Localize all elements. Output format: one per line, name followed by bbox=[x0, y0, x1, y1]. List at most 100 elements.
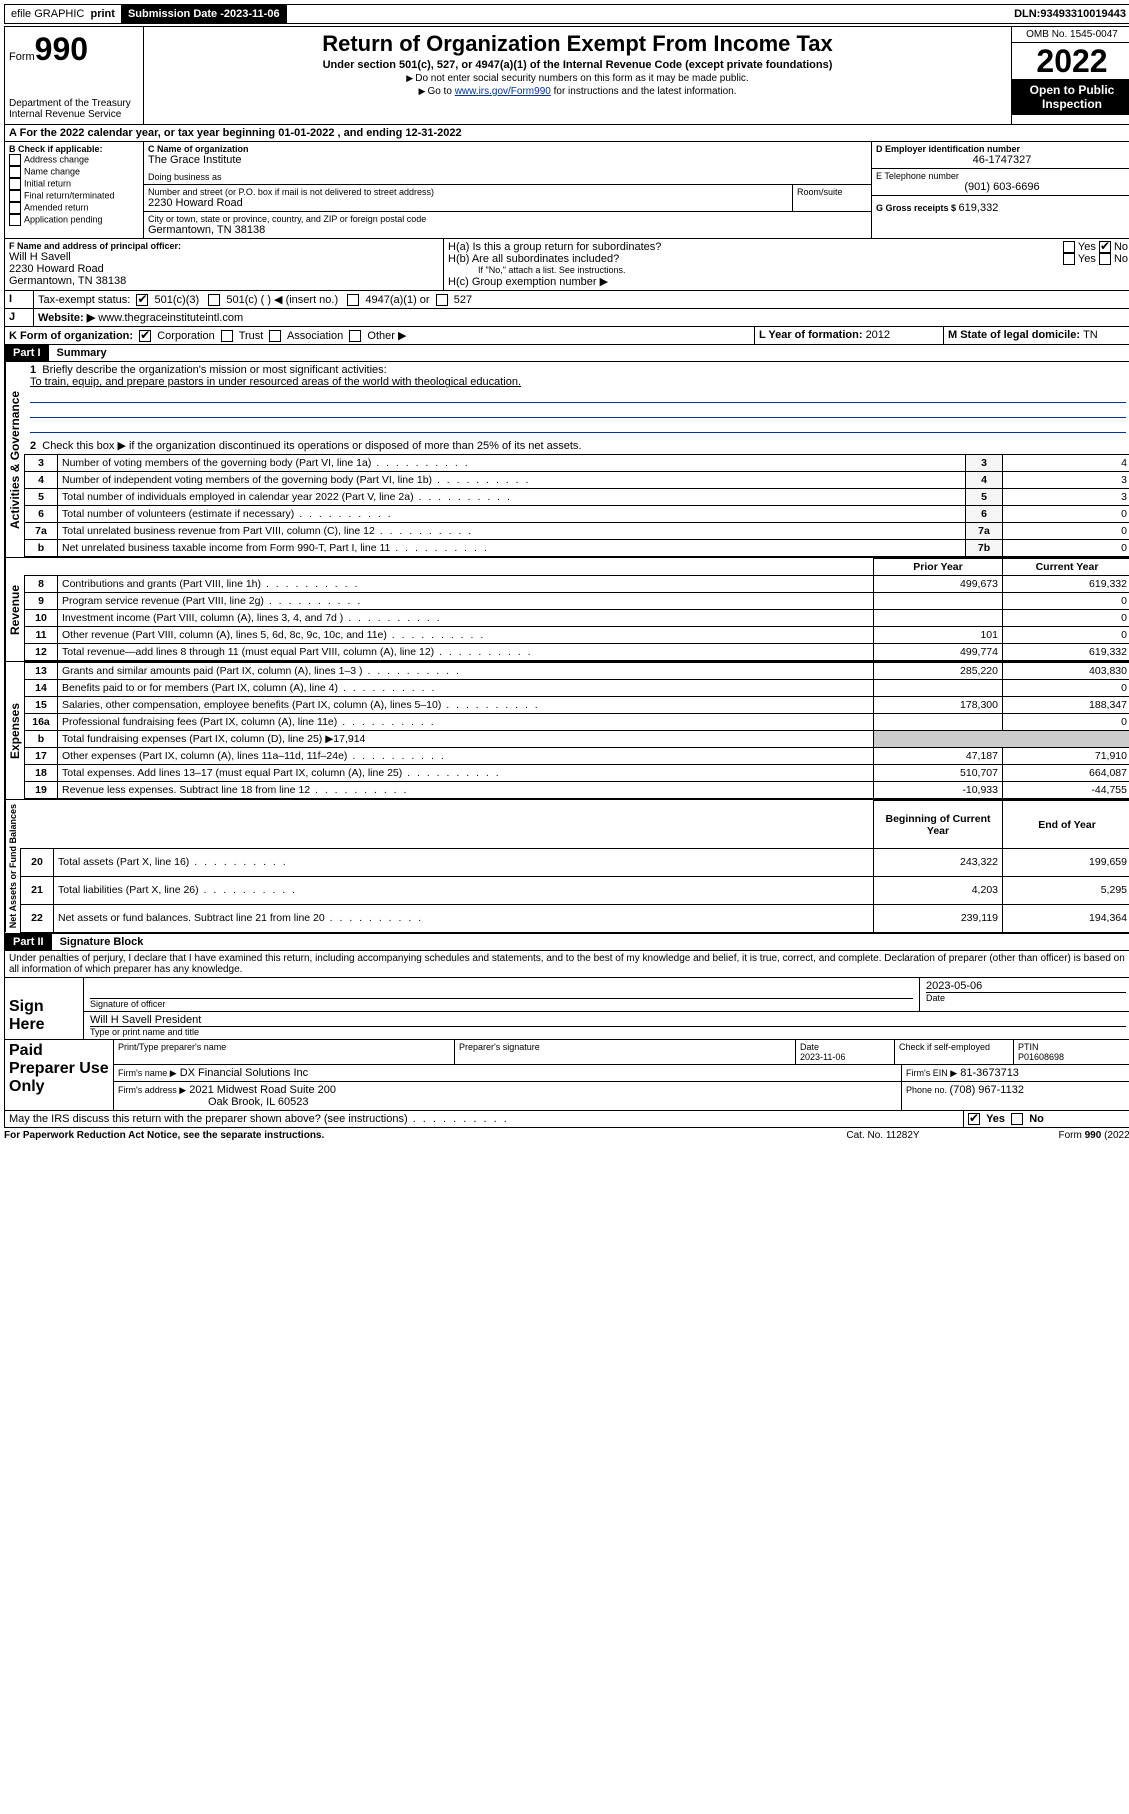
city-label: City or town, state or province, country… bbox=[148, 214, 867, 224]
ha-yes[interactable] bbox=[1063, 241, 1075, 253]
expenses-table: 13Grants and similar amounts paid (Part … bbox=[24, 662, 1129, 799]
box-b-check[interactable] bbox=[9, 166, 21, 178]
box-b-check[interactable] bbox=[9, 202, 21, 214]
website-row: J Website: ▶ www.thegraceinstituteintl.c… bbox=[4, 309, 1129, 327]
pra-notice: For Paperwork Reduction Act Notice, see … bbox=[4, 1130, 783, 1141]
i-4947[interactable] bbox=[347, 294, 359, 306]
i-527[interactable] bbox=[436, 294, 448, 306]
dba-label: Doing business as bbox=[148, 172, 867, 182]
omb-number: OMB No. 1545-0047 bbox=[1012, 27, 1129, 43]
officer-group-row: F Name and address of principal officer:… bbox=[4, 239, 1129, 291]
activities-governance: Activities & Governance 1 Briefly descri… bbox=[4, 362, 1129, 558]
paid-preparer-label: Paid Preparer Use Only bbox=[5, 1040, 114, 1110]
sign-here-block: Sign Here Signature of officer 2023-05-0… bbox=[4, 978, 1129, 1040]
net-assets-table: Beginning of Current YearEnd of Year20To… bbox=[20, 800, 1129, 932]
period-row: A For the 2022 calendar year, or tax yea… bbox=[4, 125, 1129, 142]
org-name: The Grace Institute bbox=[148, 154, 867, 166]
box-b-check[interactable] bbox=[9, 154, 21, 166]
goto-note: Go to www.irs.gov/Form990 for instructio… bbox=[148, 86, 1007, 97]
hb-note: If "No," attach a list. See instructions… bbox=[448, 265, 1128, 275]
hb-yes[interactable] bbox=[1063, 253, 1075, 265]
may-irs-row: May the IRS discuss this return with the… bbox=[4, 1111, 1129, 1128]
k-assoc[interactable] bbox=[269, 330, 281, 342]
q2-text: Check this box ▶ if the organization dis… bbox=[42, 440, 581, 452]
side-exp: Expenses bbox=[5, 662, 24, 799]
perjury-declaration: Under penalties of perjury, I declare th… bbox=[4, 951, 1129, 978]
phone: (901) 603-6696 bbox=[876, 181, 1128, 193]
efile-label: efile GRAPHIC print bbox=[5, 5, 122, 23]
prep-name-h: Print/Type preparer's name bbox=[114, 1040, 455, 1064]
revenue-table: Prior YearCurrent Year8Contributions and… bbox=[24, 558, 1129, 661]
k-corp[interactable] bbox=[139, 330, 151, 342]
box-b-check[interactable] bbox=[9, 190, 21, 202]
domicile: TN bbox=[1083, 329, 1098, 341]
form-header: Form990 Department of the Treasury Inter… bbox=[4, 26, 1129, 125]
irs-label: Internal Revenue Service bbox=[9, 109, 139, 120]
dln: DLN: 93493310019443 bbox=[1008, 5, 1129, 23]
print-link[interactable]: print bbox=[90, 8, 114, 20]
officer-name: Will H Savell bbox=[9, 251, 439, 263]
k-trust[interactable] bbox=[221, 330, 233, 342]
hb-label: H(b) Are all subordinates included? bbox=[448, 253, 619, 265]
year-formation: 2012 bbox=[866, 329, 890, 341]
i-501c[interactable] bbox=[208, 294, 220, 306]
ha-no[interactable] bbox=[1099, 241, 1111, 253]
officer-sub: Type or print name and title bbox=[90, 1026, 1126, 1037]
website[interactable]: www.thegraceinstituteintl.com bbox=[98, 312, 243, 324]
room-label: Room/suite bbox=[793, 185, 871, 211]
firm-addr2: Oak Brook, IL 60523 bbox=[118, 1096, 309, 1108]
box-b-check[interactable] bbox=[9, 178, 21, 190]
officer-printed-name: Will H Savell President bbox=[90, 1014, 1126, 1026]
paid-preparer-block: Paid Preparer Use Only Print/Type prepar… bbox=[4, 1040, 1129, 1111]
addr-label: Number and street (or P.O. box if mail i… bbox=[148, 187, 788, 197]
form-title: Return of Organization Exempt From Incom… bbox=[148, 31, 1007, 57]
mission-text: To train, equip, and prepare pastors in … bbox=[30, 376, 521, 388]
prep-date: 2023-11-06 bbox=[800, 1052, 845, 1062]
firm-name: DX Financial Solutions Inc bbox=[180, 1067, 308, 1079]
tax-year: 2022 bbox=[1012, 43, 1129, 79]
hb-no[interactable] bbox=[1099, 253, 1111, 265]
form-subtitle: Under section 501(c), 527, or 4947(a)(1)… bbox=[148, 59, 1007, 71]
form-word: Form bbox=[9, 51, 35, 63]
irs-no[interactable] bbox=[1011, 1113, 1023, 1125]
top-bar: efile GRAPHIC print Submission Date - 20… bbox=[4, 4, 1129, 24]
box-g-label: G Gross receipts $ bbox=[876, 203, 959, 213]
open-inspection: Open to Public Inspection bbox=[1012, 79, 1129, 115]
irs-link[interactable]: www.irs.gov/Form990 bbox=[455, 86, 551, 97]
net-assets-section: Net Assets or Fund Balances Beginning of… bbox=[4, 800, 1129, 933]
irs-yes[interactable] bbox=[968, 1113, 980, 1125]
sig-date-label: Date bbox=[926, 992, 1126, 1003]
street: 2230 Howard Road bbox=[148, 197, 788, 209]
q1-label: Briefly describe the organization's miss… bbox=[42, 364, 386, 376]
firm-phone: (708) 967-1132 bbox=[950, 1084, 1024, 1096]
self-emp: Check if self-employed bbox=[895, 1040, 1014, 1064]
side-ag: Activities & Governance bbox=[5, 362, 24, 557]
gross-receipts: 619,332 bbox=[959, 202, 999, 214]
side-net: Net Assets or Fund Balances bbox=[5, 800, 20, 932]
box-b-label: B Check if applicable: bbox=[9, 144, 139, 154]
box-b-check[interactable] bbox=[9, 214, 21, 226]
box-e-label: E Telephone number bbox=[876, 171, 1128, 181]
side-rev: Revenue bbox=[5, 558, 24, 661]
officer-street: 2230 Howard Road bbox=[9, 263, 439, 275]
dept-treasury: Department of the Treasury bbox=[9, 98, 139, 109]
prep-sig-h: Preparer's signature bbox=[455, 1040, 796, 1064]
footer: For Paperwork Reduction Act Notice, see … bbox=[4, 1128, 1129, 1143]
tax-status-row: I Tax-exempt status: 501(c)(3) 501(c) ( … bbox=[4, 291, 1129, 309]
expenses-section: Expenses 13Grants and similar amounts pa… bbox=[4, 662, 1129, 800]
submission-date: Submission Date - 2023-11-06 bbox=[122, 5, 287, 23]
ha-label: H(a) Is this a group return for subordin… bbox=[448, 241, 661, 253]
form-number: 990 bbox=[35, 31, 88, 67]
cat-no: Cat. No. 11282Y bbox=[783, 1130, 983, 1141]
hc-label: H(c) Group exemption number ▶ bbox=[448, 275, 1128, 288]
part-i-header: Part I Summary bbox=[4, 345, 1129, 362]
klm-row: K Form of organization: Corporation Trus… bbox=[4, 327, 1129, 345]
part-ii-header: Part II Signature Block bbox=[4, 934, 1129, 951]
sign-here-label: Sign Here bbox=[5, 978, 84, 1039]
city: Germantown, TN 38138 bbox=[148, 224, 867, 236]
i-501c3[interactable] bbox=[136, 294, 148, 306]
sig-date: 2023-05-06 bbox=[926, 980, 1126, 992]
k-other[interactable] bbox=[349, 330, 361, 342]
governance-table: 3Number of voting members of the governi… bbox=[24, 454, 1129, 557]
box-f-label: F Name and address of principal officer: bbox=[9, 241, 439, 251]
